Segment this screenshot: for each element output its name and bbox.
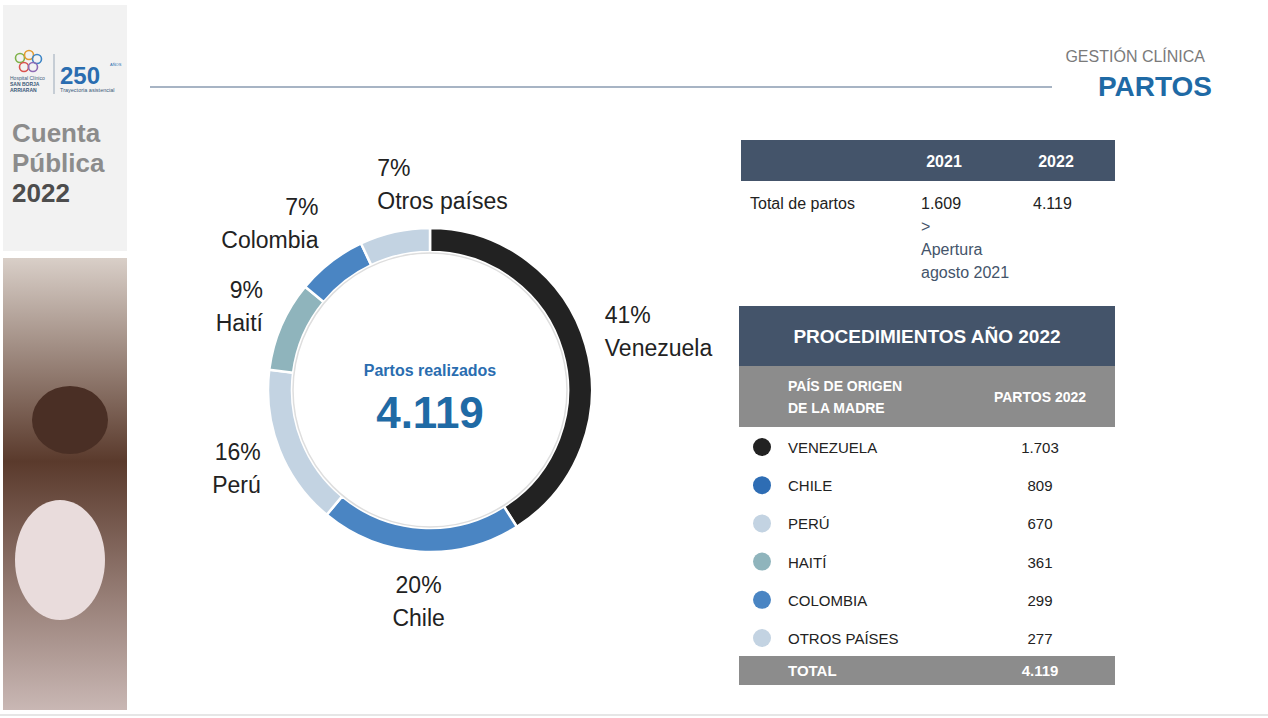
data-label: 9% — [230, 277, 263, 303]
data-labels: 41% Venezuela 20% Chile 16% Perú 9% Haití 7% Colo… — [212, 155, 712, 631]
cell-value: 4.119 — [1033, 195, 1072, 212]
cell-value: 277 — [1027, 630, 1052, 647]
panel-background — [3, 5, 127, 251]
cell-value: 361 — [1027, 554, 1052, 571]
column-header: 2021 — [926, 153, 962, 170]
row-label: VENEZUELA — [788, 439, 877, 456]
logo-circle — [16, 54, 25, 63]
data-label: 16% — [215, 439, 261, 465]
footer-rule — [0, 714, 1268, 716]
legend-dot — [753, 514, 771, 532]
legend-dot — [753, 438, 771, 456]
column-header: 2022 — [1038, 153, 1074, 170]
table-title-bg — [739, 306, 1115, 366]
table-title: PROCEDIMIENTOS AÑO 2022 — [793, 326, 1060, 347]
cell-note: > — [921, 218, 930, 235]
cell-value: 809 — [1027, 477, 1052, 494]
row-label: PERÚ — [788, 515, 830, 532]
cell-value: 299 — [1027, 592, 1052, 609]
donut-chart: Partos realizados 4.119 41% Venezuela 20% Chi… — [212, 155, 712, 631]
cell-note: agosto 2021 — [921, 264, 1009, 281]
data-label: 20% — [396, 572, 442, 598]
panel-title: Pública — [12, 148, 105, 178]
logo-hospital: ARRIARAN — [10, 87, 37, 93]
total-row-bg — [739, 656, 1115, 685]
logo-years: AÑOS — [110, 62, 122, 67]
legend-dot — [753, 553, 771, 571]
column-header: PAÍS DE ORIGENDE LA MADRE — [788, 378, 902, 416]
data-label: 7% — [377, 155, 410, 181]
logo-tagline: Trayectoria asistencial — [60, 87, 115, 93]
cell-value: 1.609 — [921, 195, 961, 212]
table-header-bg — [741, 140, 1115, 181]
logo-number: 250 — [60, 62, 100, 89]
total-value: 4.119 — [1022, 662, 1059, 679]
category-label: Haití — [216, 310, 264, 336]
logo-circle — [29, 63, 38, 72]
donut-hole — [293, 253, 567, 527]
center-title: Partos realizados — [364, 362, 497, 379]
category-label: Colombia — [221, 227, 318, 253]
category-label: Perú — [212, 472, 261, 498]
logo-divider — [54, 54, 55, 94]
panel-title: Cuenta — [12, 118, 101, 148]
legend-dot — [753, 629, 771, 647]
legend-dot — [753, 476, 771, 494]
logo-icon — [16, 51, 42, 72]
table-header-bg — [739, 366, 1115, 427]
cell-note: Apertura — [921, 241, 982, 258]
panel-title: 2022 — [12, 178, 70, 208]
category-label: Venezuela — [605, 335, 713, 361]
legend-dot — [753, 591, 771, 609]
total-label: TOTAL — [788, 662, 837, 679]
slide: Hospital ClínicoSAN BORJAARRIARAN250AÑOS… — [0, 0, 1268, 718]
row-label: CHILE — [788, 477, 832, 494]
photo — [3, 258, 127, 710]
header-rule — [150, 86, 1052, 88]
photo-shape — [15, 500, 105, 620]
summary-table: 2021 2022 Total de partos 1.609 4.119 > Apertu… — [741, 140, 1115, 281]
row-label: Total de partos — [750, 195, 855, 212]
cell-value: 1.703 — [1021, 439, 1059, 456]
row-label: OTROS PAÍSES — [788, 630, 899, 647]
logo-circle — [20, 63, 29, 72]
category-label: Otros países — [377, 188, 507, 214]
procedures-table: PROCEDIMIENTOS AÑO 2022 PAÍS DE ORIGENDE … — [739, 306, 1115, 685]
data-label: 7% — [285, 194, 318, 220]
photo-shape — [32, 386, 108, 454]
column-header: PARTOS 2022 — [994, 389, 1086, 405]
cell-value: 670 — [1027, 515, 1052, 532]
data-label: 41% — [605, 302, 651, 328]
slices — [268, 228, 592, 552]
page-title: PARTOS — [1098, 71, 1212, 102]
left-panel: Hospital ClínicoSAN BORJAARRIARAN250AÑOS… — [3, 5, 127, 710]
center-value: 4.119 — [376, 388, 484, 437]
section-label: GESTIÓN CLÍNICA — [1065, 47, 1205, 65]
row-label: HAITÍ — [788, 554, 827, 571]
category-label: Chile — [392, 605, 444, 631]
row-label: COLOMBIA — [788, 592, 867, 609]
